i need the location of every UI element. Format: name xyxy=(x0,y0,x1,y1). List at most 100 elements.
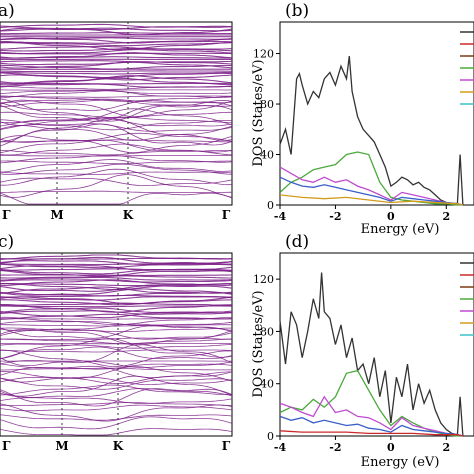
band-line xyxy=(0,313,233,320)
band-line xyxy=(0,346,233,360)
band-line xyxy=(0,163,233,175)
dos-series xyxy=(279,166,464,206)
band-line xyxy=(0,77,232,86)
y-tick-label: 40 xyxy=(260,149,274,162)
x-tick-label: 0 xyxy=(387,441,395,454)
band-line xyxy=(0,388,233,407)
dos-ylabel-b: DOS (States/eV) xyxy=(251,59,266,166)
y-tick-label: 40 xyxy=(260,378,274,391)
band-line xyxy=(0,263,232,266)
kpath-label: Γ xyxy=(2,439,11,453)
band-line xyxy=(0,269,233,277)
dos-curves-d xyxy=(279,272,464,437)
band-line xyxy=(0,268,232,271)
band-line xyxy=(0,108,233,126)
x-tick-label: 0 xyxy=(387,210,395,223)
band-line xyxy=(0,149,233,156)
band-line xyxy=(0,299,232,306)
band-line xyxy=(0,377,233,390)
band-line xyxy=(0,160,232,164)
band-line xyxy=(0,276,233,281)
band-lines-c xyxy=(0,254,233,436)
band-line xyxy=(0,349,233,353)
band-line xyxy=(0,154,233,164)
band-line xyxy=(0,52,233,55)
band-line xyxy=(0,316,232,326)
band-line xyxy=(0,61,233,66)
band-line xyxy=(0,116,233,123)
band-line xyxy=(0,177,233,187)
band-line xyxy=(0,376,233,386)
y-tick-label: 120 xyxy=(253,48,274,61)
band-line xyxy=(0,288,233,296)
band-line xyxy=(0,60,233,63)
band-line xyxy=(0,123,233,132)
band-line xyxy=(0,47,233,52)
dos-series xyxy=(279,151,463,206)
band-line xyxy=(0,343,233,349)
band-line xyxy=(0,403,233,422)
band-line xyxy=(0,307,233,313)
kpath-label: M xyxy=(55,439,68,453)
band-line xyxy=(0,82,232,85)
band-line xyxy=(0,174,233,198)
band-line xyxy=(0,41,233,51)
band-line xyxy=(0,159,233,173)
x-tick-label: -4 xyxy=(274,210,287,223)
band-line xyxy=(0,296,233,305)
dos-ylabel-d: DOS (States/eV) xyxy=(251,290,266,397)
band-line xyxy=(0,282,232,291)
kpath-label: Γ xyxy=(222,439,231,453)
band-line xyxy=(0,119,233,131)
band-line xyxy=(0,327,233,332)
band-line xyxy=(0,45,233,50)
band-line xyxy=(0,27,233,32)
band-line xyxy=(0,320,233,326)
dos-frame-d xyxy=(279,252,474,437)
band-line xyxy=(0,72,233,79)
band-line xyxy=(0,168,233,186)
dos-frame-b xyxy=(279,21,474,206)
band-line xyxy=(0,363,233,370)
dos-series xyxy=(279,415,464,437)
band-line xyxy=(0,104,233,122)
band-line xyxy=(0,279,233,283)
y-tick-label: 120 xyxy=(253,273,274,286)
kpath-label: M xyxy=(50,208,63,222)
band-line xyxy=(0,366,233,383)
band-line xyxy=(0,118,233,143)
band-line xyxy=(0,139,233,154)
band-line xyxy=(0,125,233,141)
x-tick-label: 2 xyxy=(442,210,450,223)
band-line xyxy=(0,414,233,421)
band-line xyxy=(0,123,233,147)
band-line xyxy=(0,98,233,122)
band-line xyxy=(0,296,233,301)
band-line xyxy=(0,49,233,55)
band-line xyxy=(0,171,233,175)
legend-d xyxy=(460,262,474,336)
y-tick-label: 80 xyxy=(260,325,274,338)
kpath-label: Γ xyxy=(2,208,11,222)
band-line xyxy=(0,404,233,412)
band-line xyxy=(0,42,232,47)
band-line xyxy=(0,285,233,292)
panel-label-d: (d) xyxy=(285,232,309,252)
panel-label-b: (b) xyxy=(285,1,309,21)
band-line xyxy=(0,37,233,40)
x-tick-label: 2 xyxy=(442,441,450,454)
band-line xyxy=(0,375,233,397)
dos-series xyxy=(279,430,464,437)
band-line xyxy=(0,279,233,287)
y-tick-label: 80 xyxy=(260,98,274,111)
panel-label-a: a) xyxy=(0,1,15,21)
band-line xyxy=(0,83,233,88)
band-line xyxy=(0,384,233,396)
